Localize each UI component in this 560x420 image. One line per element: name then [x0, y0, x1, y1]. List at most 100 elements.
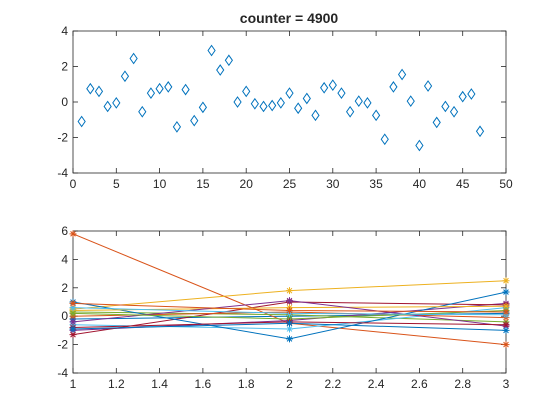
- diamond-marker: [346, 105, 355, 118]
- diamond-marker: [259, 100, 268, 113]
- diamond-marker: [103, 100, 112, 113]
- diamond-marker: [190, 114, 199, 127]
- diamond-marker: [371, 109, 381, 122]
- star-marker: [502, 288, 510, 296]
- star-marker: [286, 325, 293, 333]
- diamond-marker: [94, 85, 104, 98]
- bottom-x-tick-label: 3: [503, 377, 510, 391]
- star-marker: [286, 297, 293, 305]
- diamond-marker: [432, 116, 441, 129]
- bottom-y-tick-label: -4: [57, 366, 68, 380]
- top-x-tick-label: 40: [413, 177, 427, 191]
- diamond-marker: [380, 133, 389, 146]
- diamond-marker: [138, 105, 147, 118]
- star-marker: [502, 277, 510, 285]
- diamond-marker: [328, 79, 337, 92]
- diamond-marker: [397, 68, 407, 81]
- diamond-marker: [146, 87, 156, 99]
- diamond-marker: [276, 97, 285, 109]
- top-y-tick-label: 4: [61, 24, 68, 38]
- star-marker: [69, 299, 77, 307]
- diamond-marker: [172, 120, 182, 133]
- top-plot-area: 0 5 10 15 20 25 30 35 40 45 50 -4 -2 0 2 4: [57, 24, 513, 191]
- star-marker: [69, 325, 77, 333]
- diamond-marker: [86, 82, 95, 95]
- diamond-marker: [285, 87, 294, 99]
- diamond-marker: [320, 81, 329, 94]
- diamond-marker: [389, 81, 398, 93]
- diamond-marker: [155, 82, 164, 95]
- star-marker: [502, 302, 510, 310]
- bottom-chart: 1 1.2 1.4 1.6 1.8 2 2.2 2.4 2.6 2.8 3 -4 -2 0 2 4 6: [57, 224, 509, 391]
- diamond-marker: [441, 100, 450, 113]
- bottom-y-tick-label: 2: [61, 281, 68, 295]
- diamond-marker: [250, 97, 259, 110]
- star-marker: [69, 304, 77, 312]
- top-x-tick-label: 15: [196, 177, 210, 191]
- bottom-y-tick-label: 6: [61, 224, 68, 238]
- diamond-marker: [112, 97, 121, 109]
- top-x-tick-label: 35: [369, 177, 383, 191]
- star-marker: [69, 309, 77, 317]
- top-x-tick-label: 20: [240, 177, 254, 191]
- top-x-tick-label: 0: [70, 177, 77, 191]
- bottom-x-tick-label: 2: [286, 377, 293, 391]
- diamond-marker: [207, 44, 216, 57]
- star-marker: [69, 230, 77, 238]
- top-y-tick-label: 2: [61, 60, 68, 74]
- diamond-marker: [467, 88, 476, 100]
- star-marker: [502, 326, 510, 334]
- diamond-marker: [181, 83, 190, 96]
- top-x-tick-label: 25: [283, 177, 297, 191]
- diamond-marker: [164, 81, 173, 93]
- top-x-tick-label: 45: [456, 177, 470, 191]
- bottom-x-tick-label: 1.4: [151, 377, 168, 391]
- diamond-marker: [458, 90, 467, 103]
- top-x-tick-label: 50: [499, 177, 513, 191]
- bottom-x-tick-label: 2.6: [411, 377, 428, 391]
- bottom-y-tick-label: 4: [61, 252, 68, 266]
- diamond-marker: [354, 95, 363, 107]
- diamond-marker: [449, 105, 459, 118]
- bottom-x-tick-label: 2.8: [454, 377, 471, 391]
- star-marker: [502, 308, 510, 316]
- top-x-tick-label: 30: [326, 177, 340, 191]
- diamond-marker: [406, 95, 415, 107]
- diamond-marker: [423, 80, 433, 92]
- diamond-marker: [233, 96, 242, 108]
- star-marker: [502, 321, 510, 329]
- diamond-marker: [302, 92, 311, 105]
- diamond-marker: [242, 85, 251, 98]
- star-marker: [502, 341, 510, 349]
- diamond-marker: [363, 97, 372, 109]
- diamond-marker: [129, 52, 138, 65]
- bottom-x-tick-label: 1.8: [238, 377, 255, 391]
- star-marker: [69, 318, 77, 326]
- bottom-y-tick-label: 0: [61, 309, 68, 323]
- bottom-x-tick-label: 1.6: [195, 377, 212, 391]
- diamond-marker: [77, 115, 86, 128]
- diamond-marker: [294, 102, 303, 115]
- diamond-marker: [120, 70, 130, 83]
- star-marker: [286, 319, 293, 327]
- diamond-marker: [268, 99, 277, 112]
- bottom-x-tick-label: 2.2: [324, 377, 341, 391]
- top-x-tick-label: 10: [153, 177, 167, 191]
- top-x-tick-label: 5: [113, 177, 120, 191]
- bottom-y-tick-label: -2: [57, 338, 68, 352]
- star-marker: [286, 335, 293, 343]
- top-chart-title: counter = 4900: [240, 10, 339, 26]
- top-y-tick-label: -2: [57, 131, 68, 145]
- star-marker: [286, 287, 293, 295]
- bottom-plot-area: 1 1.2 1.4 1.6 1.8 2 2.2 2.4 2.6 2.8 3 -4 -2 0 2 4 6: [57, 224, 509, 391]
- bottom-x-tick-label: 1.2: [108, 377, 125, 391]
- star-marker: [286, 307, 293, 315]
- diamond-marker: [415, 139, 424, 152]
- top-chart: counter = 4900 0 5 10 15 20 25 30 35 40 45 50-4-20…: [57, 10, 513, 191]
- diamond-marker: [311, 109, 320, 122]
- star-marker: [69, 331, 77, 339]
- diamond-marker: [224, 54, 233, 67]
- top-y-tick-label: -4: [57, 166, 68, 180]
